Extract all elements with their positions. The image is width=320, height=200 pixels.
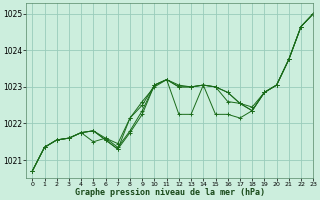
X-axis label: Graphe pression niveau de la mer (hPa): Graphe pression niveau de la mer (hPa) — [75, 188, 265, 197]
